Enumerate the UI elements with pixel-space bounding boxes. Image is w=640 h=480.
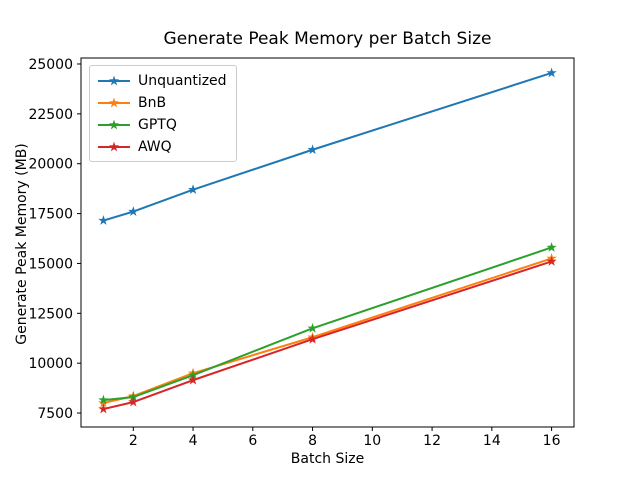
legend-item-gptq: GPTQ [97, 115, 227, 134]
legend-label-bnb: BnB [138, 94, 167, 111]
legend-item-bnb: BnB [97, 93, 227, 112]
legend-swatch-gptq [98, 119, 130, 129]
y-tick-label: 12500 [28, 306, 73, 322]
x-tick-label: 4 [189, 433, 198, 449]
x-tick-label: 6 [248, 433, 257, 449]
legend-marker-bnb [108, 97, 120, 107]
x-axis-label: Batch Size [290, 451, 365, 467]
y-tick-label: 25000 [28, 57, 73, 73]
series-marker-bnb [98, 397, 109, 408]
legend-swatch-bnb [98, 97, 130, 107]
series-marker-unquantized [98, 215, 109, 225]
y-tick-label: 7500 [37, 406, 73, 422]
legend-item-unquantized: Unquantized [97, 71, 227, 90]
legend-marker-unquantized [108, 75, 120, 85]
series-line-awq [103, 260, 552, 411]
series-line-gptq [103, 246, 552, 402]
series-marker-awq [128, 396, 139, 407]
legend-marker-gptq [108, 119, 120, 129]
x-tick-label: 16 [543, 433, 561, 449]
legend-item-awq: AWQ [97, 137, 227, 156]
legend: Unquantized BnB GPTQ AWQ [89, 65, 237, 162]
y-tick-label: 20000 [28, 157, 73, 173]
legend-marker-awq [108, 141, 120, 151]
x-tick-label: 10 [363, 433, 381, 449]
series-marker-gptq [98, 394, 109, 405]
series-marker-gptq [546, 242, 557, 252]
series-marker-awq [187, 374, 199, 385]
series-marker-gptq [128, 391, 139, 402]
x-tick-label: 12 [423, 433, 441, 449]
legend-swatch-awq [98, 141, 130, 151]
x-tick-label: 8 [308, 433, 317, 449]
axes-frame [80, 57, 575, 428]
x-tick-label: 2 [129, 433, 138, 449]
series-marker-gptq [187, 369, 199, 380]
series-marker-unquantized [546, 67, 557, 78]
series-marker-gptq [307, 322, 318, 333]
chart-title: Generate Peak Memory per Batch Size [163, 29, 492, 49]
series-line-bnb [103, 257, 552, 405]
y-tick-label: 15000 [28, 256, 73, 272]
series-marker-unquantized [307, 144, 318, 155]
series-marker-awq [546, 256, 557, 266]
legend-swatch-unquantized [98, 75, 130, 85]
y-tick-label: 17500 [28, 207, 73, 223]
y-tick-label: 22500 [28, 107, 73, 123]
series-marker-awq [307, 333, 318, 344]
x-tick-label: 14 [483, 433, 501, 449]
legend-label-unquantized: Unquantized [138, 72, 227, 89]
series-marker-unquantized [128, 206, 139, 216]
series-marker-unquantized [187, 184, 199, 195]
legend-label-gptq: GPTQ [138, 116, 177, 133]
legend-label-awq: AWQ [138, 138, 172, 155]
series-marker-awq [98, 403, 109, 414]
y-tick-label: 10000 [28, 356, 73, 372]
